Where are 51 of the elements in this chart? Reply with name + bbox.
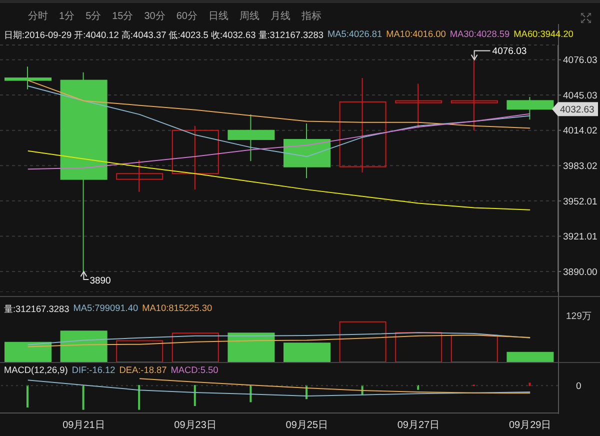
series-label: DIF:-16.12 [72,365,116,375]
chart-title: 量:312167.3283 [4,303,70,316]
bar [339,321,386,362]
bar [172,332,219,362]
bar [284,342,330,362]
y-tick-label: 3983.02 [563,161,598,172]
text: MA60:3944.20 [514,29,574,41]
text: 15分 [112,10,134,23]
text: MA10:815225.30 [142,303,212,315]
chart-subtitle: 日期:2016-09-29 开:4040.12 高:4043.37 低:4023.5 收:4032.63 量:312167.3283 [4,29,324,42]
text: 日线 [208,10,228,23]
text: 30分 [144,10,166,23]
line-series [27,150,531,210]
bar [506,352,554,362]
series-label: DEA:-18.87 [119,365,167,375]
text: MA5:799091.40 [73,303,138,315]
y-tick-label: 4045.03 [563,90,598,102]
text: MACD:5.50 [170,365,218,375]
text: 月线 [270,10,290,23]
y-tick-label: 3952.01 [563,196,598,208]
text: 0 [576,381,582,392]
text: 5分 [86,10,102,23]
text: 1分 [59,10,75,23]
x-tick-label: 09月27日 [397,420,440,432]
y-tick-label: 4076.03 [563,55,598,66]
text: 周线 [240,10,260,23]
text: 分时 [28,10,48,23]
x-tick-label: 09月25日 [286,420,328,432]
candlestick [339,78,386,172]
bar [60,330,108,362]
text: 4032.63 [560,104,594,116]
text: MA10:4016.00 [386,29,446,41]
y-tick-label: 3890.00 [563,266,598,278]
candlestick [172,126,219,190]
annotation: 3890 [90,276,111,287]
x-tick-label: 09月23日 [174,420,216,432]
bar [395,332,442,362]
x-tick-label: 09月29日 [508,420,552,432]
x-tick-label: 09月21日 [62,420,105,432]
text: MA30:4028.59 [450,29,510,41]
bar [116,340,164,362]
text: MA5:4026.81 [327,29,382,41]
chart-title: MACD(12,26,9) [4,365,68,375]
y-tick-label: 4014.02 [563,126,598,137]
bar [4,342,52,362]
text: 指标 [302,10,322,23]
annotation: 4076.03 [492,46,527,57]
bar [228,332,275,362]
annotation: 129万 [566,310,592,323]
y-tick-label: 3921.01 [563,232,598,243]
text: 60分 [176,10,198,23]
